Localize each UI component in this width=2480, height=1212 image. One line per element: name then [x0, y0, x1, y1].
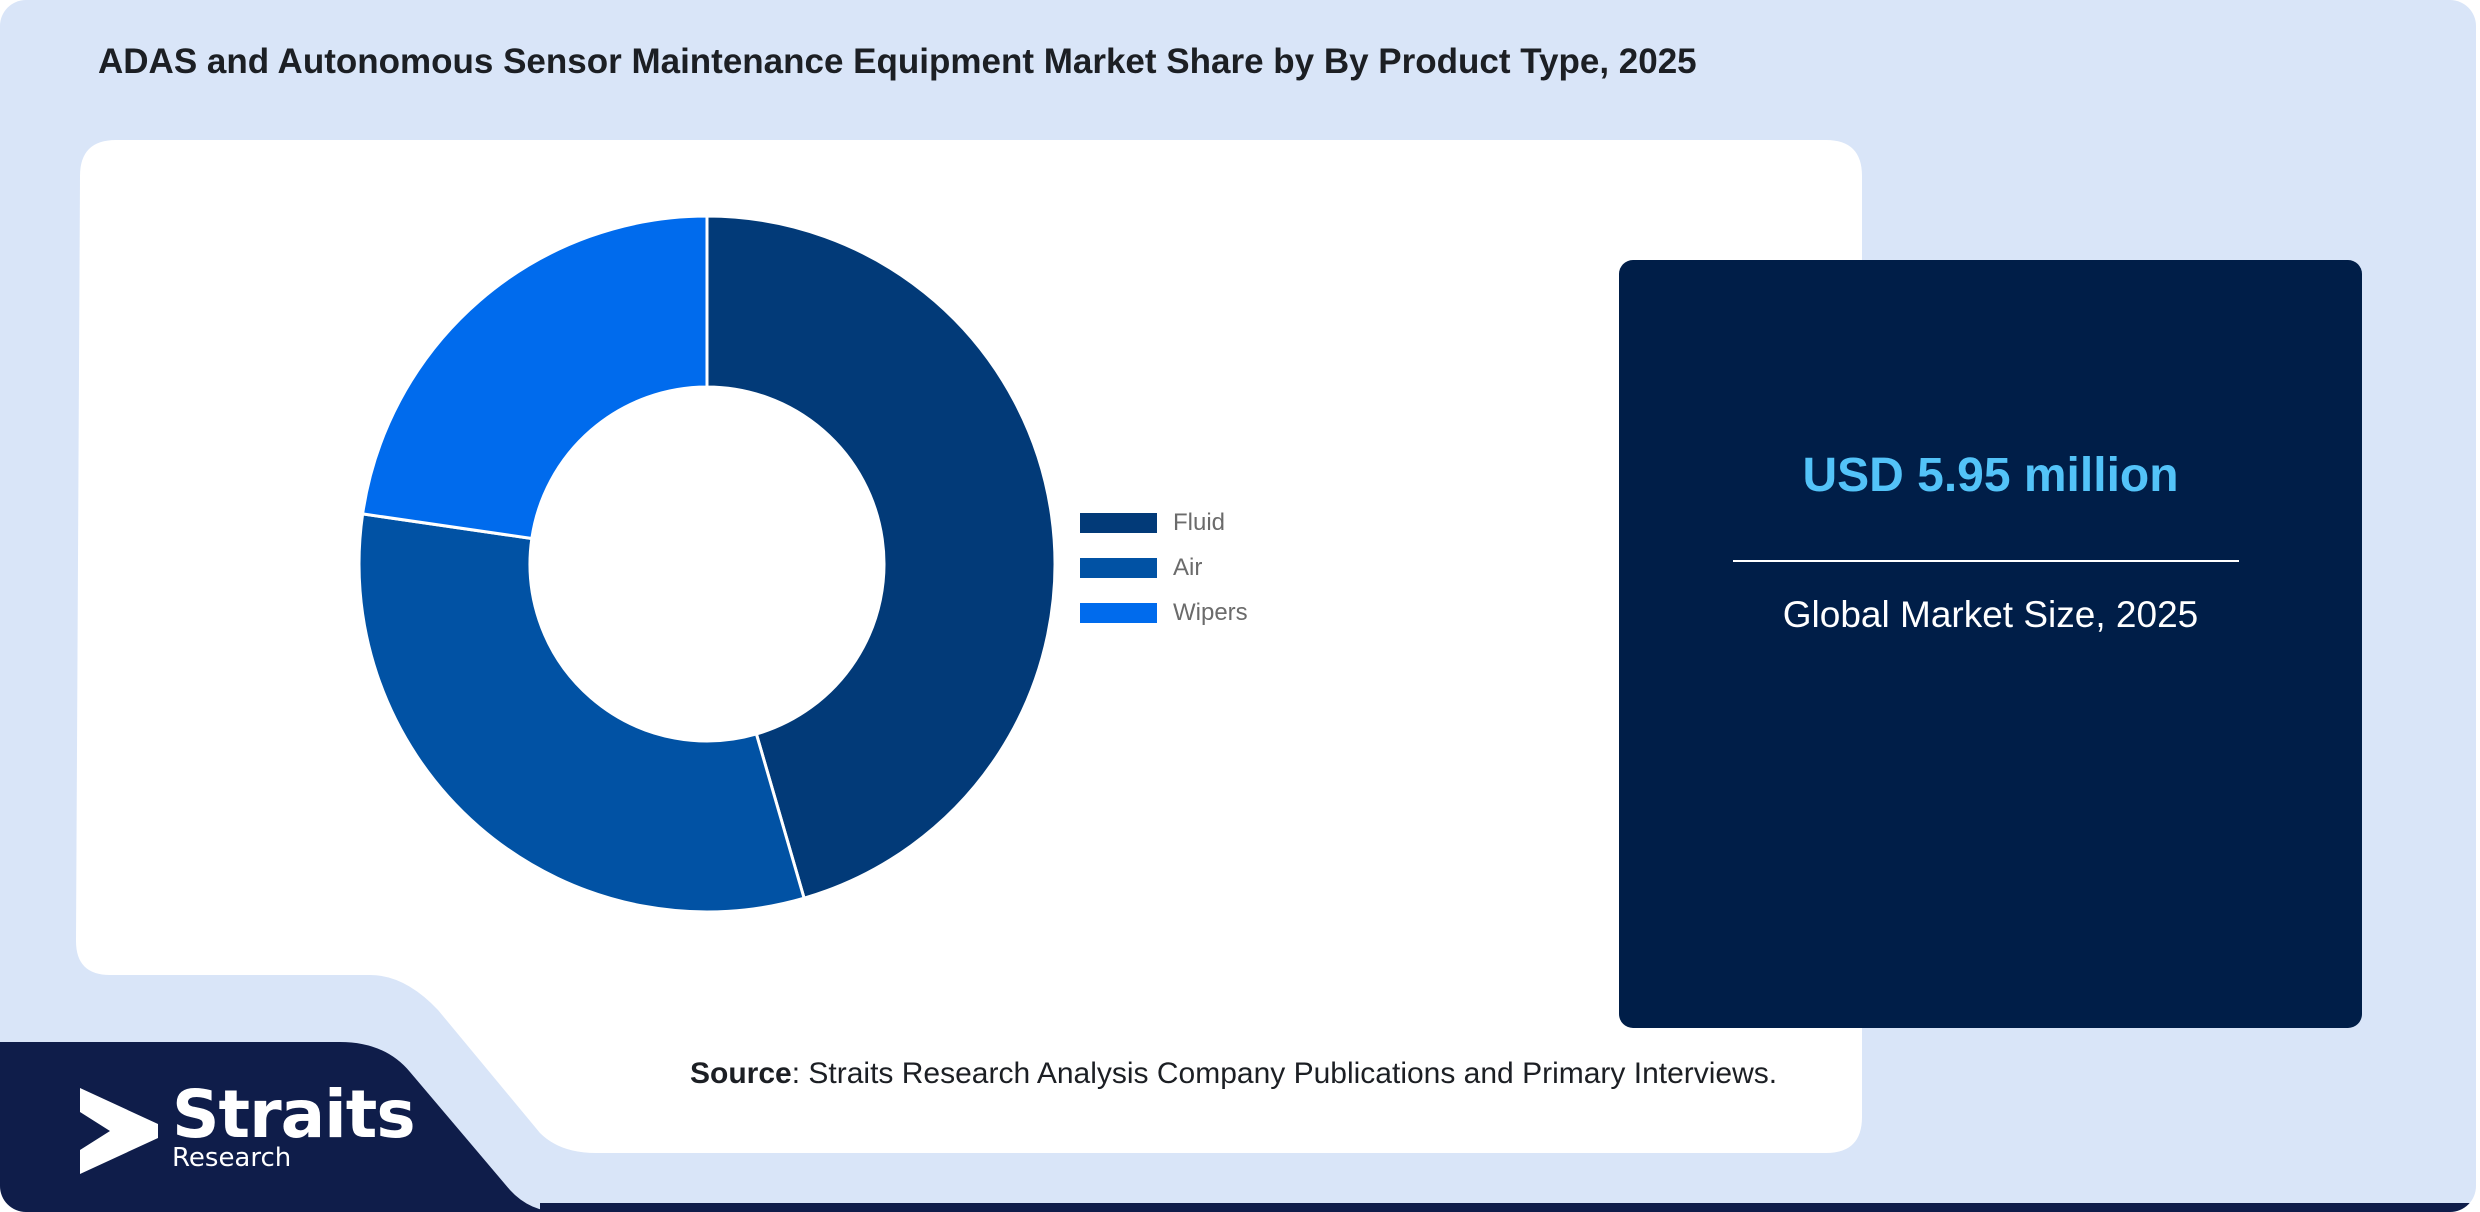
market-size-label: Global Market Size, 2025: [1782, 594, 2199, 635]
source-label: Source: [690, 1057, 792, 1090]
market-size-box: USD 5.95 million Global Market Size, 202…: [1619, 260, 2362, 1028]
market-size-divider: [1733, 560, 2239, 562]
legend-item-fluid: Fluid: [1080, 500, 1248, 545]
logo-name: Straits: [172, 1076, 416, 1153]
chart-legend: Fluid Air Wipers: [1080, 500, 1248, 635]
straits-arrow-icon: [80, 1088, 158, 1174]
page-title: ADAS and Autonomous Sensor Maintenance E…: [98, 42, 1697, 81]
legend-item-air: Air: [1080, 545, 1248, 590]
legend-swatch-fluid: [1080, 512, 1157, 533]
source-note: Source: Straits Research Analysis Compan…: [690, 1057, 1777, 1091]
slice-air: [357, 512, 806, 914]
legend-item-wipers: Wipers: [1080, 590, 1248, 635]
slice-wipers: [360, 214, 709, 541]
source-text: : Straits Research Analysis Company Publ…: [791, 1057, 1778, 1090]
legend-label-wipers: Wipers: [1173, 598, 1248, 626]
logo-sub: Research: [172, 1143, 292, 1173]
legend-label-air: Air: [1173, 553, 1203, 581]
slice-fluid: [705, 214, 1057, 901]
legend-swatch-air: [1080, 557, 1157, 578]
market-size-value: USD 5.95 million: [1802, 449, 2179, 502]
legend-label-fluid: Fluid: [1173, 508, 1226, 536]
legend-swatch-wipers: [1080, 602, 1157, 623]
